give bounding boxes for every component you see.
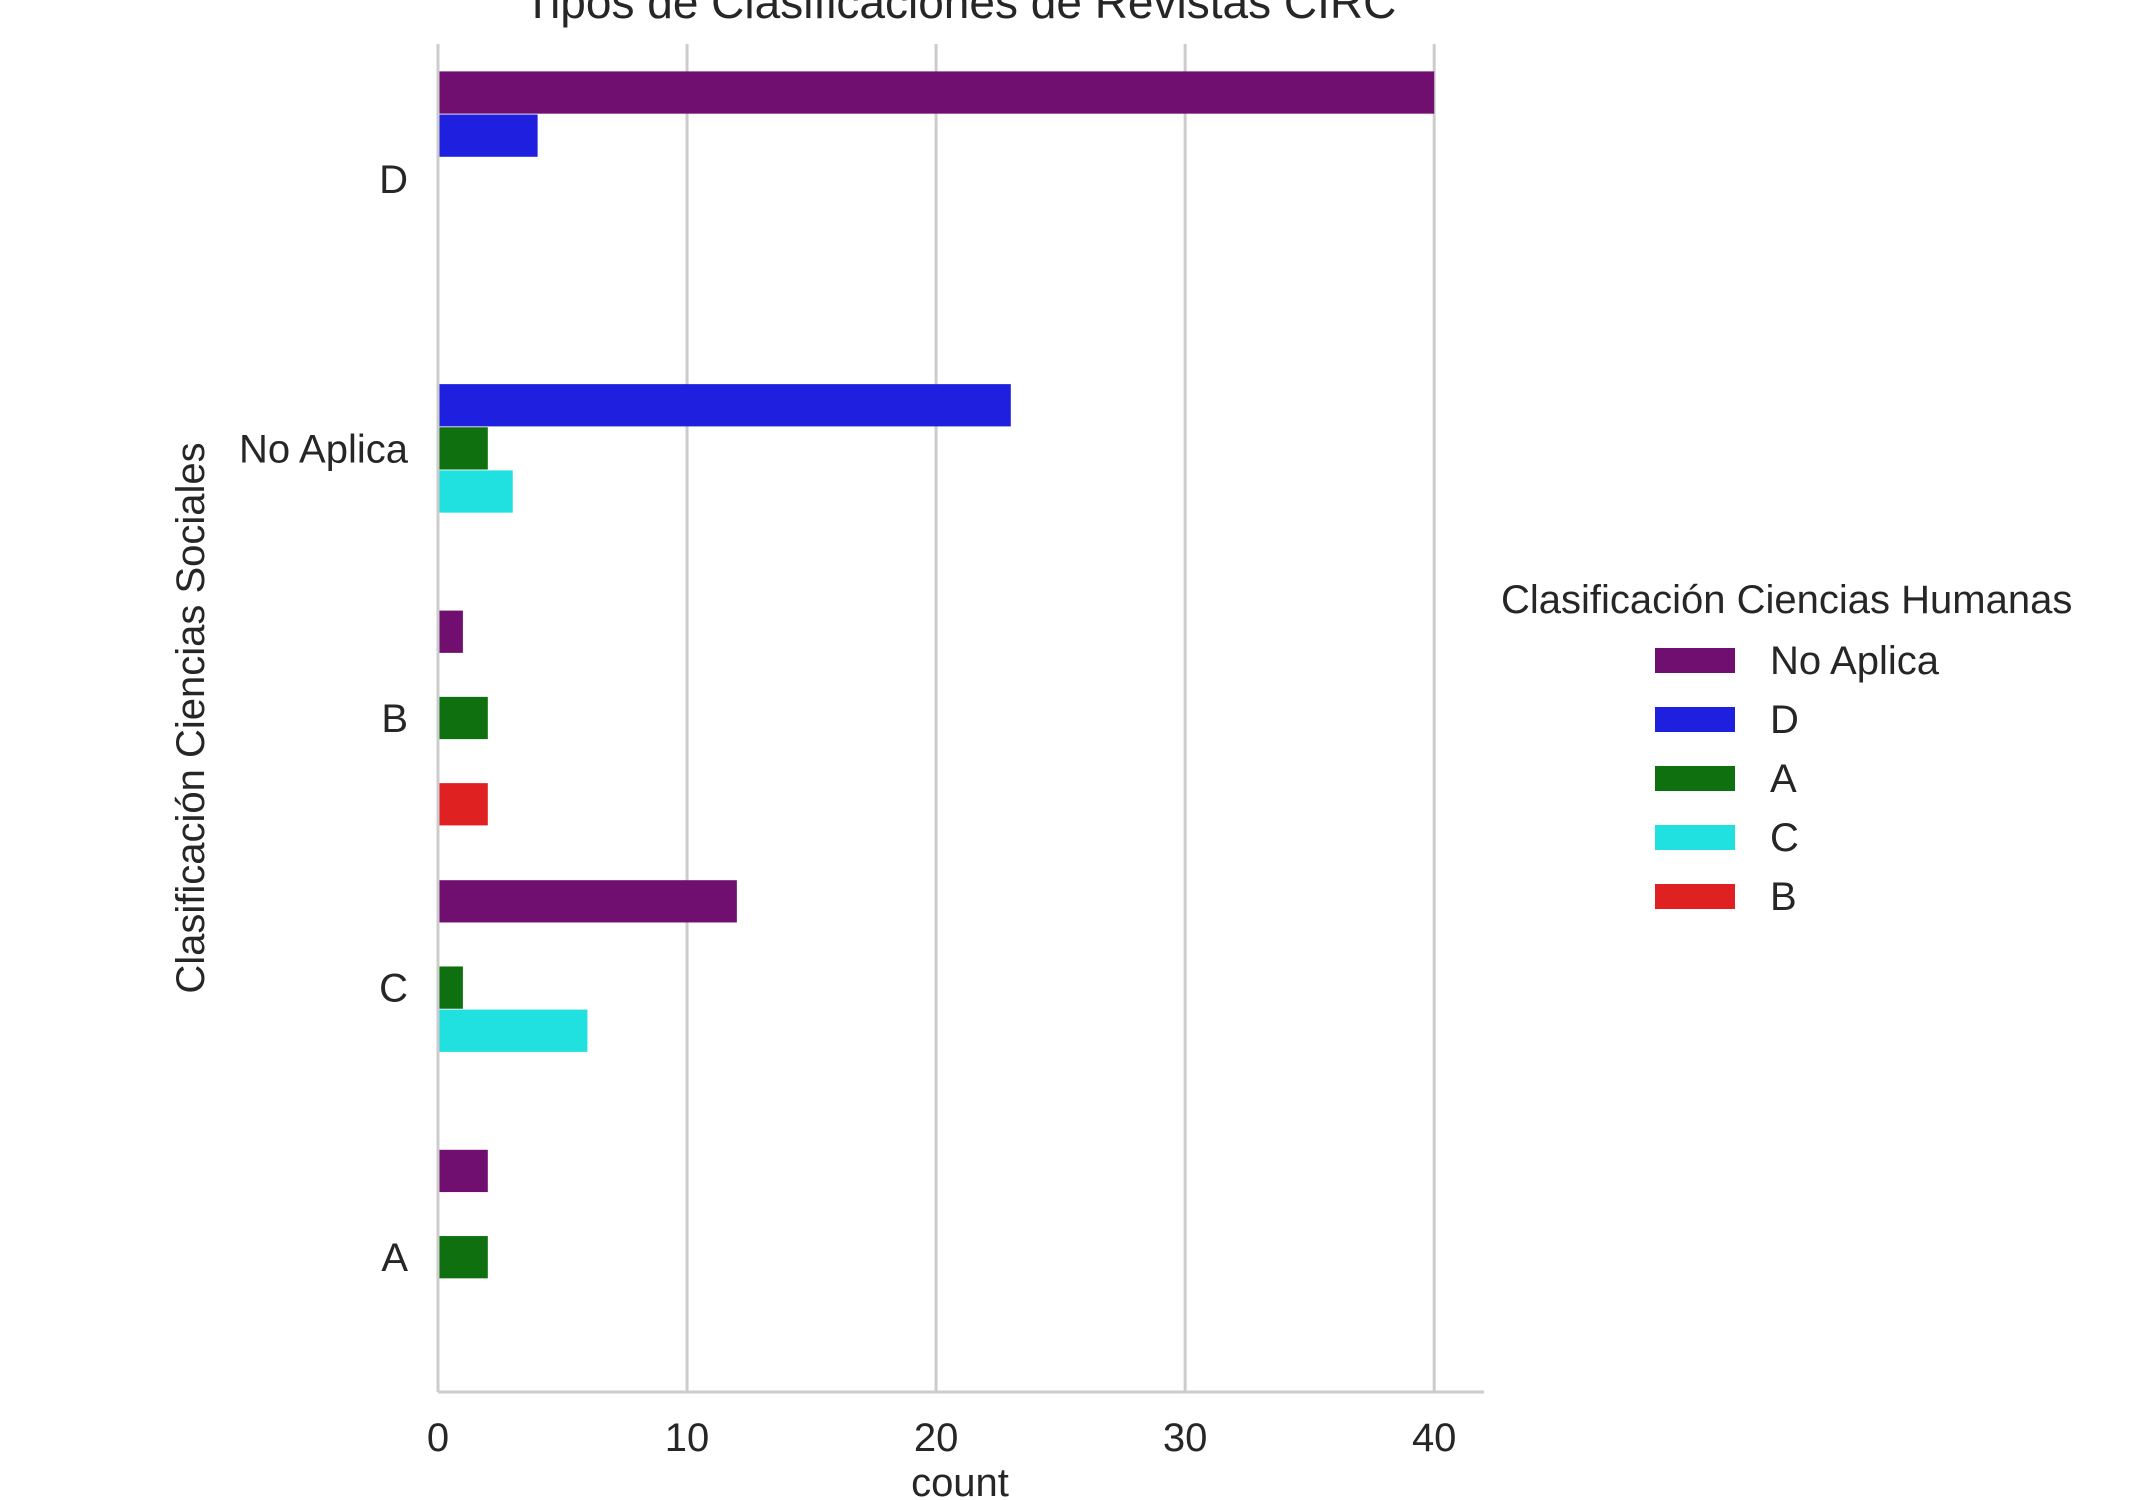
axes xyxy=(436,44,1484,1394)
legend-swatch xyxy=(1655,825,1735,850)
legend-label: D xyxy=(1770,698,1799,742)
y-tick-label: D xyxy=(379,158,408,202)
legend: Clasificación Ciencias Humanas No Aplica… xyxy=(1501,578,2072,919)
y-tick-label: No Aplica xyxy=(239,427,409,471)
legend-label: C xyxy=(1770,816,1799,860)
bar xyxy=(438,114,538,157)
legend-swatch xyxy=(1655,766,1735,791)
bar xyxy=(438,427,488,470)
legend-label: B xyxy=(1770,875,1797,919)
legend-label: No Aplica xyxy=(1770,639,1940,683)
y-tick-label: A xyxy=(381,1236,408,1280)
x-tick-label: 40 xyxy=(1412,1416,1457,1460)
y-tick-label: B xyxy=(381,697,408,741)
bar xyxy=(438,1009,588,1052)
bar xyxy=(438,880,737,923)
bar xyxy=(438,1236,488,1279)
grid-lines xyxy=(685,44,1436,1392)
chart-title: Tipos de Clasificaciones de Revistas CIR… xyxy=(524,0,1397,28)
x-tick-labels: 0 10 20 30 40 xyxy=(427,1416,1457,1460)
bar xyxy=(438,696,488,740)
bar xyxy=(438,610,463,653)
x-tick-label: 0 xyxy=(427,1416,449,1460)
y-tick-label: C xyxy=(379,967,408,1011)
x-tick-label: 20 xyxy=(914,1416,959,1460)
bar xyxy=(438,966,463,1009)
bar xyxy=(438,384,1011,427)
y-tick-labels: D No Aplica B C A xyxy=(239,158,409,1280)
y-axis-label: Clasificación Ciencias Sociales xyxy=(169,442,213,993)
bars xyxy=(438,71,1435,1279)
x-tick-label: 10 xyxy=(665,1416,710,1460)
bar xyxy=(438,1149,488,1193)
x-axis-label: count xyxy=(911,1461,1009,1500)
legend-label: A xyxy=(1770,757,1797,801)
legend-swatch xyxy=(1655,884,1735,909)
bar xyxy=(438,71,1435,114)
bar xyxy=(438,470,513,513)
legend-swatch xyxy=(1655,707,1735,732)
legend-title: Clasificación Ciencias Humanas xyxy=(1501,578,2072,622)
bar xyxy=(438,783,488,826)
legend-swatch xyxy=(1655,648,1735,673)
x-tick-label: 30 xyxy=(1163,1416,1208,1460)
